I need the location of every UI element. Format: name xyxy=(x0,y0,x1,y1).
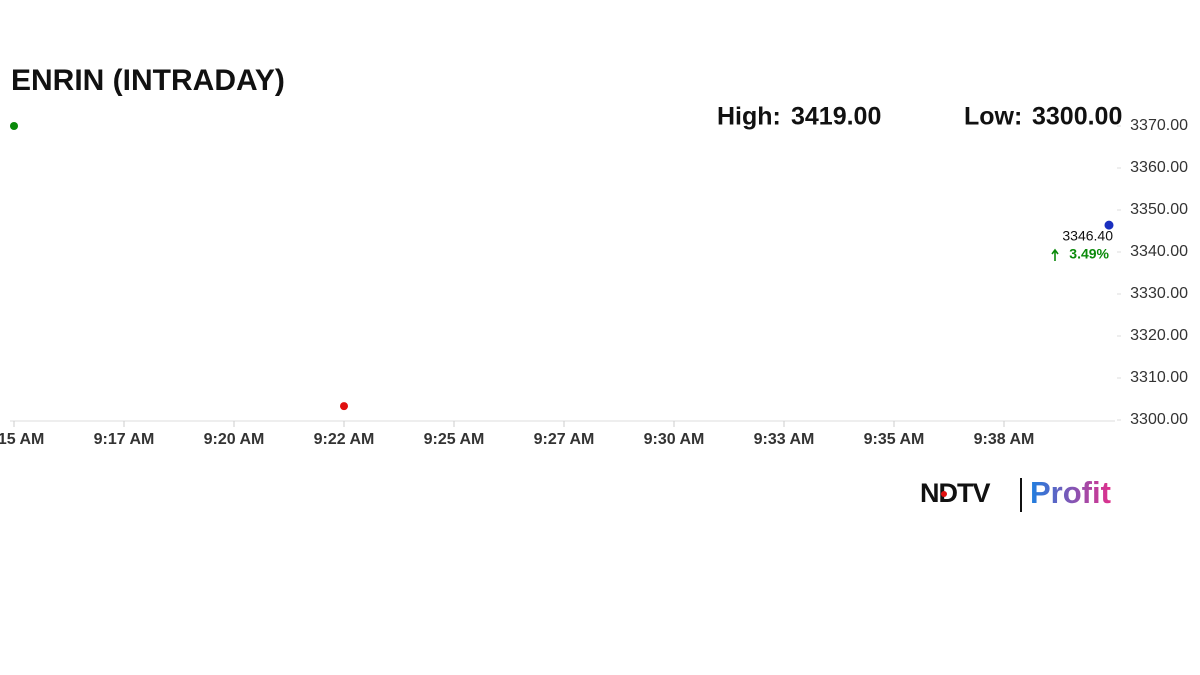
x-tick-label: 9:25 AM xyxy=(424,431,485,448)
y-tick-label: 3360.00 xyxy=(1130,159,1188,176)
x-tick-label: 9:27 AM xyxy=(534,431,595,448)
low-marker xyxy=(340,402,348,411)
brand-dot xyxy=(941,491,947,497)
stat-label: High: xyxy=(717,103,781,131)
stat-value: 3419.00 xyxy=(791,103,881,131)
y-tick-label: 3340.00 xyxy=(1130,243,1188,260)
brand-name: NDTV xyxy=(920,478,990,508)
y-tick-label: 3310.00 xyxy=(1130,369,1188,386)
x-tick-label: 9:38 AM xyxy=(974,431,1035,448)
x-tick-label: 9:22 AM xyxy=(314,431,375,448)
x-tick-label: 9:17 AM xyxy=(94,431,155,448)
last-value-label: 3346.40 xyxy=(1062,228,1113,244)
first-marker xyxy=(10,122,18,130)
x-tick-label: 9:15 AM xyxy=(0,431,44,448)
y-tick-label: 3370.00 xyxy=(1130,117,1188,134)
x-tick-label: 9:35 AM xyxy=(864,431,925,448)
stat-label: Low: xyxy=(964,103,1022,131)
y-tick-label: 3330.00 xyxy=(1130,285,1188,302)
chart-title: ENRIN (INTRADAY) xyxy=(11,64,285,97)
up-arrow xyxy=(1051,248,1059,261)
last-marker xyxy=(1104,220,1114,230)
brand-product: Profit xyxy=(1030,475,1111,510)
stat-value: 3300.00 xyxy=(1032,103,1122,131)
x-tick-label: 9:33 AM xyxy=(754,431,815,448)
x-tick-label: 9:30 AM xyxy=(644,431,705,448)
y-tick-label: 3300.00 xyxy=(1130,411,1188,428)
y-tick-label: 3320.00 xyxy=(1130,327,1188,344)
change-label: 3.49% xyxy=(1069,246,1109,262)
y-tick-label: 3350.00 xyxy=(1130,201,1188,218)
x-tick-label: 9:20 AM xyxy=(204,431,265,448)
